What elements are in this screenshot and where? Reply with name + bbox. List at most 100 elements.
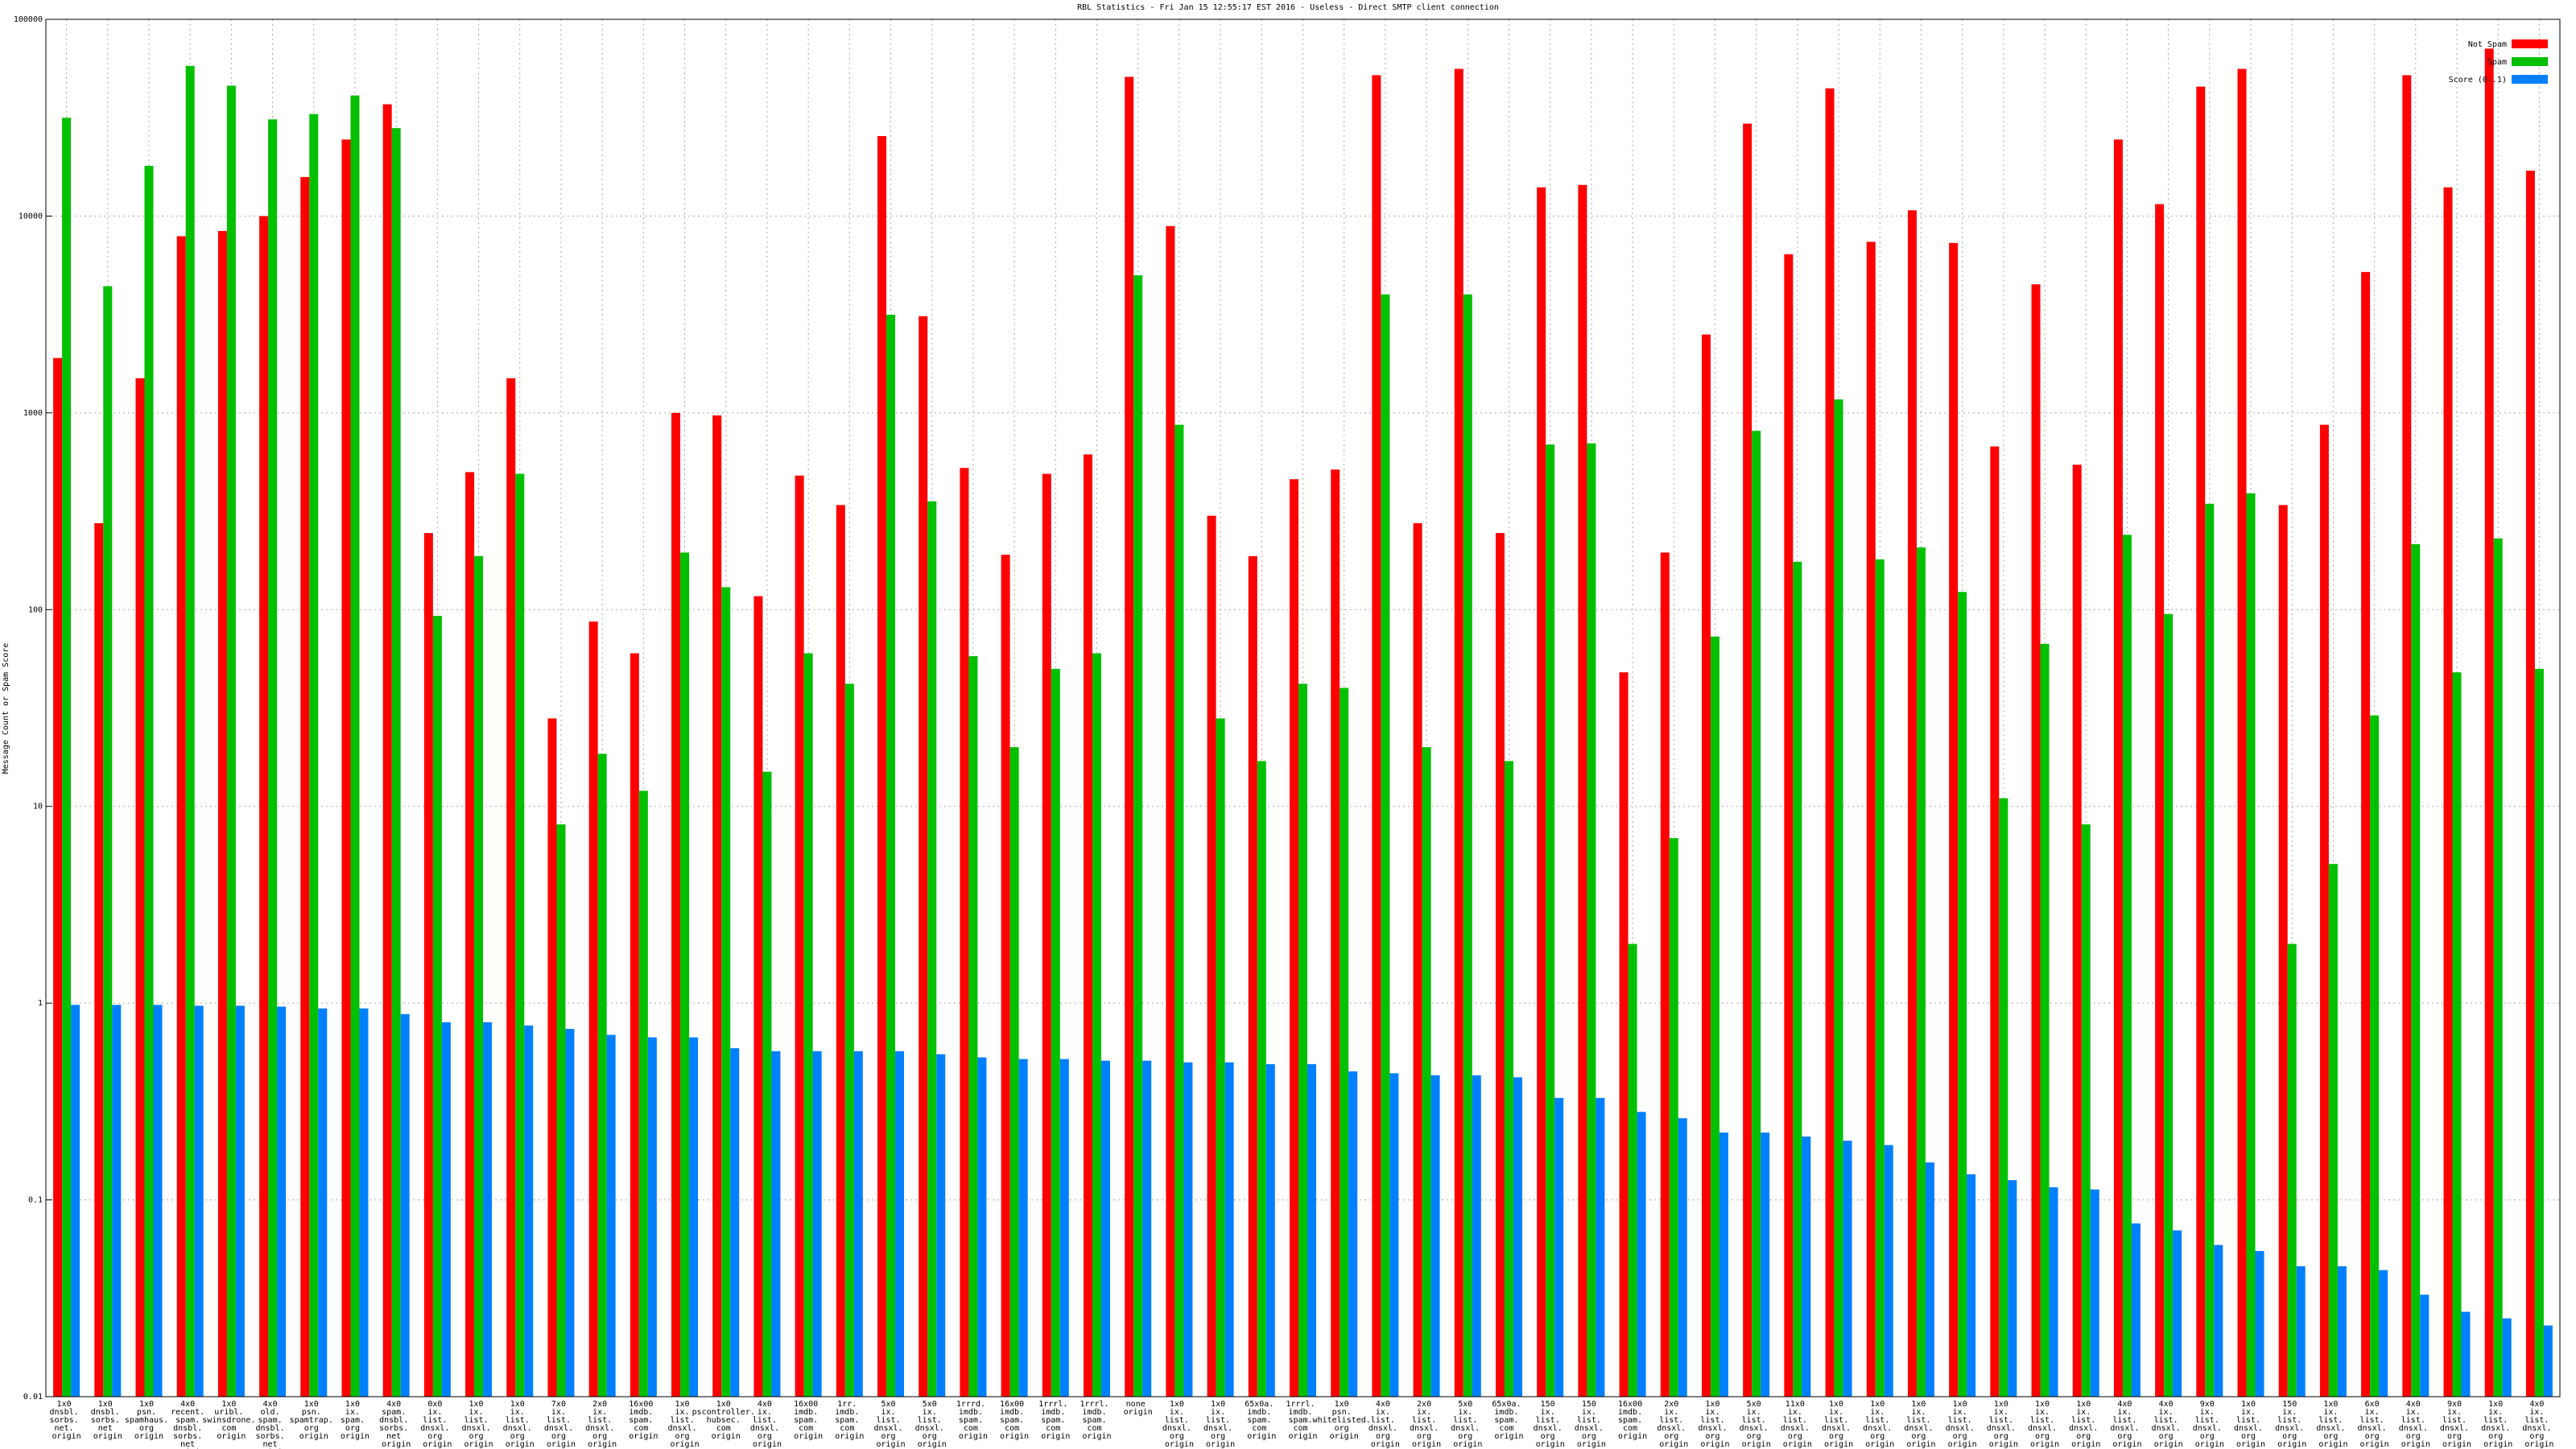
bar <box>1825 88 1835 1397</box>
bar <box>1348 1071 1358 1397</box>
bar <box>2452 672 2462 1397</box>
x-tick-label: 0x0 ix. list. dnsxl. org origin <box>420 1400 454 1449</box>
bar <box>524 1025 534 1397</box>
bar <box>2337 1266 2347 1397</box>
x-tick-label: 1rrrl. imdb. spam. com origin <box>1286 1400 1319 1441</box>
x-tick-label: none origin <box>1124 1400 1153 1417</box>
bar <box>721 587 731 1397</box>
bar <box>103 286 113 1397</box>
bar <box>53 357 63 1397</box>
bar <box>1298 683 1307 1397</box>
bar <box>1495 533 1505 1397</box>
bar <box>1761 1132 1770 1397</box>
x-tick-label: 1x0 ix. list. dnsxl. org origin <box>1946 1400 1979 1449</box>
bar <box>1678 1118 1687 1397</box>
bar <box>1637 1112 1646 1397</box>
x-tick-label: 1rrrd. imdb. spam. com origin <box>956 1400 990 1441</box>
bar <box>2196 86 2206 1397</box>
bar <box>2049 1187 2058 1397</box>
x-tick-label: 1rrrl. imdb. spam. com origin <box>1038 1400 1072 1441</box>
chart-title: RBL Statistics - Fri Jan 15 12:55:17 EST… <box>1077 3 1499 12</box>
bar <box>1907 210 1917 1397</box>
x-tick-label: 1x0 ix. list. dnsxl. org origin <box>1822 1400 1856 1449</box>
x-tick-label: 1rrrl. imdb. spam. com origin <box>1080 1400 1113 1441</box>
x-tick-label: 16x00 imdb. spam. com origin <box>794 1400 823 1441</box>
bar <box>1578 184 1587 1397</box>
y-tick-label: 0.1 <box>28 1196 43 1205</box>
x-tick-label: 1x0 ix. list. dnsxl. org origin <box>1203 1400 1237 1449</box>
bar <box>2155 204 2165 1397</box>
bar <box>1628 943 1637 1397</box>
bar <box>185 65 195 1397</box>
bar <box>94 522 104 1397</box>
bar <box>730 1048 740 1397</box>
bar <box>2361 271 2371 1397</box>
x-tick-label: 5x0 ix. list. dnsxl. org origin <box>1451 1400 1484 1449</box>
bar <box>895 1051 905 1397</box>
plot-frame <box>45 19 2561 1397</box>
bar <box>2502 1318 2512 1397</box>
x-tick-label: 1x0 ix. list. dnsxl. org origin <box>1698 1400 1732 1449</box>
bar <box>194 1005 204 1397</box>
y-tick-label: 0.01 <box>23 1393 43 1402</box>
y-tick-label: 10000 <box>19 212 43 221</box>
bar <box>1660 552 1670 1397</box>
bar <box>465 472 475 1397</box>
bar <box>638 791 648 1397</box>
bar <box>217 230 227 1397</box>
bar <box>1669 838 1678 1397</box>
bar <box>1422 747 1431 1397</box>
bar <box>853 1051 863 1397</box>
bar <box>400 1013 410 1397</box>
bar <box>506 378 516 1397</box>
x-tick-label: 1x0 ix. list. dnsxl. org origin <box>2316 1400 2350 1449</box>
bar <box>919 316 928 1397</box>
bar <box>441 1022 451 1397</box>
bar <box>1092 653 1102 1397</box>
x-tick-label: 4x0 spam. dnsbl. sorbs. net origin <box>379 1400 413 1449</box>
bar <box>2246 493 2256 1397</box>
bar <box>71 1005 80 1397</box>
bar <box>1001 555 1010 1397</box>
x-tick-label: 16x00 imdb. spam. com origin <box>1618 1400 1647 1441</box>
bar <box>1967 1174 1976 1397</box>
bar <box>1133 275 1143 1397</box>
x-tick-label: 4x0 old. spam. dnsbl. sorbs. net origin <box>256 1400 290 1449</box>
bar <box>1166 225 1175 1397</box>
bar <box>2255 1251 2264 1397</box>
x-tick-label: 1x0 ix. list. dnsxl. org origin <box>503 1400 537 1449</box>
bar <box>1719 1132 1728 1397</box>
bar <box>515 473 525 1397</box>
bar <box>2090 1189 2099 1397</box>
bar <box>1174 424 1184 1397</box>
bar <box>960 468 969 1397</box>
x-tick-label: 2x0 ix. list. dnsxl. org origin <box>585 1400 619 1449</box>
bar <box>1042 473 1051 1397</box>
x-tick-label: 150 ix. list. dnsxl. org origin <box>1575 1400 1608 1449</box>
bar <box>2370 715 2380 1397</box>
bar <box>359 1008 369 1397</box>
bar <box>1084 454 1093 1397</box>
x-tick-label: 1x0 ix. list. dnsxl. org origin <box>2028 1400 2062 1449</box>
bar <box>235 1005 245 1397</box>
bar <box>1340 687 1349 1397</box>
x-tick-label: 11x0 ix. list. dnsxl. org origin <box>1781 1400 1814 1449</box>
bar <box>226 85 236 1397</box>
bar <box>2031 284 2041 1397</box>
bar <box>547 718 557 1397</box>
bar <box>1183 1062 1193 1397</box>
bar <box>1101 1060 1111 1397</box>
bar <box>1051 668 1060 1397</box>
x-tick-label: 4x0 ix. list. dnsxl. org origin <box>750 1400 784 1449</box>
bar <box>1587 443 1596 1397</box>
bar <box>1793 561 1802 1397</box>
legend-swatch <box>2512 57 2548 66</box>
bar <box>259 216 269 1397</box>
bar <box>1743 123 1752 1397</box>
bar <box>1875 559 1885 1397</box>
x-tick-label: 1x0 ix. list. dnsxl. org origin <box>2234 1400 2268 1449</box>
bar <box>886 315 896 1397</box>
y-tick-label: 1 <box>38 999 43 1008</box>
x-tick-label: 5x0 ix. list. dnsxl. org origin <box>915 1400 949 1449</box>
bar <box>2205 503 2215 1397</box>
